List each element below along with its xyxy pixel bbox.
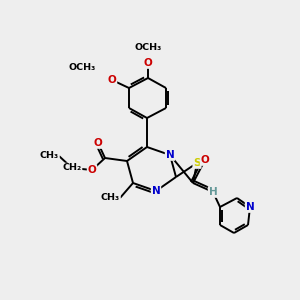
Text: O: O (94, 138, 102, 148)
Text: O: O (201, 155, 209, 165)
Text: O: O (144, 58, 152, 68)
Text: OCH₃: OCH₃ (69, 64, 96, 73)
Text: H: H (208, 187, 217, 197)
Text: N: N (166, 150, 174, 160)
Text: CH₃: CH₃ (101, 194, 120, 202)
Text: CH₃: CH₃ (40, 152, 59, 160)
Text: O: O (108, 75, 116, 85)
Text: S: S (193, 158, 201, 168)
Text: N: N (152, 186, 160, 196)
Text: O: O (88, 165, 96, 175)
Text: OCH₃: OCH₃ (134, 43, 162, 52)
Text: CH₂: CH₂ (62, 164, 82, 172)
Text: N: N (246, 202, 254, 212)
